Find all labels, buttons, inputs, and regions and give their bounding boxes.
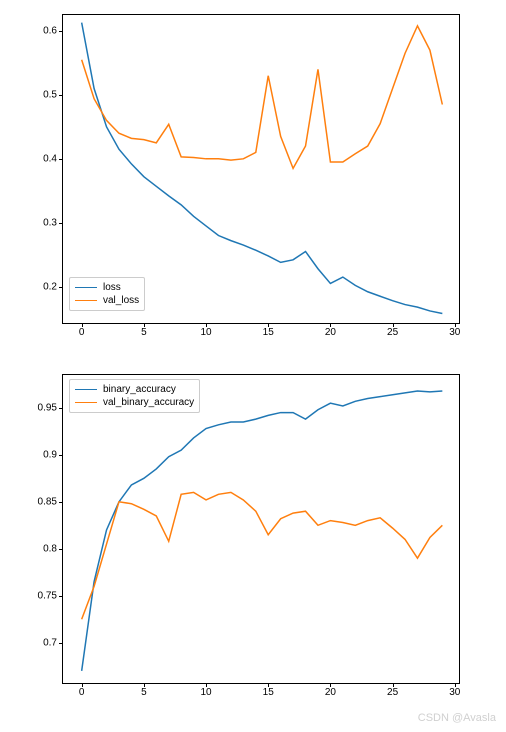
legend-item: val_binary_accuracy xyxy=(75,396,194,409)
legend-label: val_binary_accuracy xyxy=(103,397,194,408)
legend-line-icon xyxy=(75,287,97,289)
x-tick-label: 10 xyxy=(200,323,211,338)
legend-line-icon xyxy=(75,389,97,391)
x-tick-label: 10 xyxy=(200,683,211,698)
x-tick-label: 25 xyxy=(387,323,398,338)
y-tick-label: 0.85 xyxy=(38,496,63,507)
legend-item: binary_accuracy xyxy=(75,383,194,396)
x-tick-label: 20 xyxy=(325,683,336,698)
x-tick-label: 15 xyxy=(263,323,274,338)
y-tick-label: 0.7 xyxy=(43,637,63,648)
y-tick-label: 0.5 xyxy=(43,89,63,100)
y-tick-label: 0.6 xyxy=(43,25,63,36)
y-tick-label: 0.8 xyxy=(43,543,63,554)
x-tick-label: 0 xyxy=(79,323,85,338)
accuracy-legend: binary_accuracy val_binary_accuracy xyxy=(69,379,200,413)
x-tick-label: 25 xyxy=(387,683,398,698)
y-tick-label: 0.9 xyxy=(43,449,63,460)
y-tick-label: 0.4 xyxy=(43,153,63,164)
y-tick-label: 0.75 xyxy=(38,590,63,601)
loss-plot-area: lossval_loss 0.20.30.40.50.6051015202530 xyxy=(62,14,460,324)
line-val_loss xyxy=(82,26,443,169)
legend-label: loss xyxy=(103,282,121,293)
legend-line-icon xyxy=(75,300,97,302)
x-tick-label: 30 xyxy=(449,323,460,338)
x-tick-label: 20 xyxy=(325,323,336,338)
y-tick-label: 0.3 xyxy=(43,217,63,228)
accuracy-plot-area: binary_accuracyval_binary_accuracy 0.70.… xyxy=(62,374,460,684)
loss-legend: loss val_loss xyxy=(69,277,145,311)
line-val_binary_accuracy xyxy=(82,492,443,619)
watermark-text: CSDN @Avasla xyxy=(418,712,496,724)
y-tick-label: 0.2 xyxy=(43,281,63,292)
legend-line-icon xyxy=(75,402,97,404)
line-binary_accuracy xyxy=(82,391,443,671)
x-tick-label: 5 xyxy=(141,323,147,338)
legend-label: val_loss xyxy=(103,295,139,306)
x-tick-label: 30 xyxy=(449,683,460,698)
accuracy-lines-svg xyxy=(63,375,461,685)
x-tick-label: 0 xyxy=(79,683,85,698)
legend-item: val_loss xyxy=(75,294,139,307)
line-loss xyxy=(82,23,443,314)
legend-label: binary_accuracy xyxy=(103,384,176,395)
y-tick-label: 0.95 xyxy=(38,402,63,413)
x-tick-label: 15 xyxy=(263,683,274,698)
x-tick-label: 5 xyxy=(141,683,147,698)
legend-item: loss xyxy=(75,281,139,294)
